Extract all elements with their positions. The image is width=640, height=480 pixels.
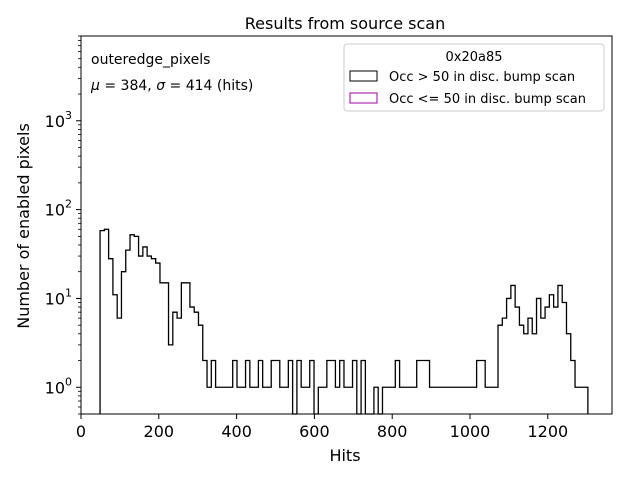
y-axis: 100 101 102 103 <box>45 35 81 415</box>
stats-sigma-symbol: σ <box>156 78 166 94</box>
annotation-name: outeredge_pixels <box>91 52 210 68</box>
legend-swatch-occ-gt-50 <box>349 70 378 82</box>
x-tick-label: 400 <box>221 422 252 441</box>
legend-label-occ-gt-50: Occ > 50 in disc. bump scan <box>389 70 575 85</box>
stats-mu-symbol: μ <box>90 78 100 94</box>
plot-frame <box>80 35 613 415</box>
y-tick-label: 102 <box>45 198 72 220</box>
stats-mu-value: = 384, <box>100 78 156 94</box>
legend-swatch-occ-le-50 <box>349 92 378 104</box>
x-tick-label: 1200 <box>527 422 568 441</box>
stats-sigma-value: = 414 (hits) <box>165 78 253 94</box>
y-axis-label: Number of enabled pixels <box>14 123 33 329</box>
x-tick-label: 0 <box>76 422 86 441</box>
y-tick-label: 100 <box>45 375 72 397</box>
histogram-series-occ-gt-50 <box>99 228 589 415</box>
y-tick-label: 101 <box>45 286 72 308</box>
annotation-stats: μ = 384, σ = 414 (hits) <box>90 78 253 94</box>
legend-title: 0x20a85 <box>445 50 502 65</box>
x-tick-label: 1000 <box>450 422 491 441</box>
x-axis: 0 200 400 600 800 1000 1200 <box>76 414 568 441</box>
x-tick-label: 600 <box>299 422 330 441</box>
legend-label-occ-le-50: Occ <= 50 in disc. bump scan <box>389 92 586 107</box>
x-axis-label: Hits <box>329 446 360 465</box>
chart-title: Results from source scan <box>245 14 445 33</box>
legend-frame <box>343 43 605 112</box>
y-tick-label: 103 <box>45 109 72 131</box>
legend: 0x20a85 Occ > 50 in disc. bump scan Occ … <box>343 43 605 112</box>
x-tick-label: 200 <box>144 422 175 441</box>
x-tick-label: 800 <box>377 422 408 441</box>
